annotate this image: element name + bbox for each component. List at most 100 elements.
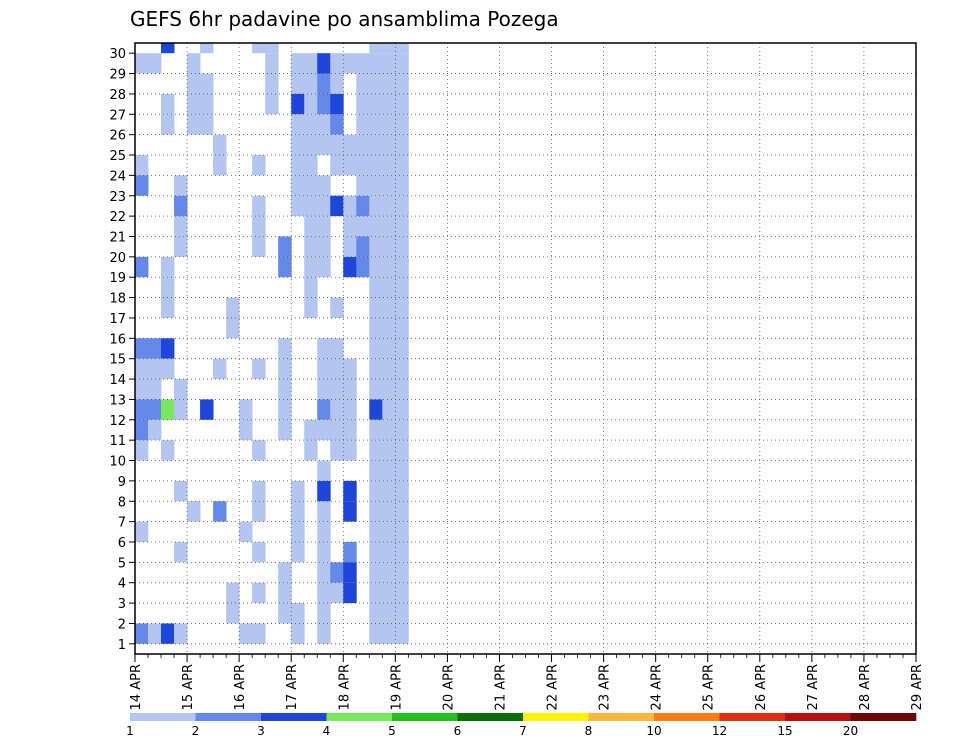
heatmap-cell bbox=[265, 93, 279, 115]
heatmap-cell bbox=[187, 501, 201, 522]
heatmap-cell bbox=[304, 73, 318, 94]
heatmap-cell bbox=[317, 623, 331, 644]
heatmap-cell bbox=[161, 358, 175, 380]
heatmap-cell bbox=[343, 216, 357, 237]
heatmap-cell bbox=[291, 603, 305, 624]
heatmap-cell bbox=[369, 338, 383, 359]
heatmap-cell bbox=[330, 155, 344, 176]
heatmap-cell bbox=[252, 440, 266, 461]
heatmap-cell bbox=[343, 236, 357, 257]
heatmap-cell bbox=[304, 93, 318, 115]
heatmap-cell bbox=[317, 379, 331, 400]
heatmap-cell bbox=[252, 216, 266, 237]
heatmap-cell bbox=[317, 338, 331, 359]
heatmap-cell bbox=[317, 541, 331, 563]
heatmap-cell bbox=[382, 155, 396, 176]
y-tick-label: 8 bbox=[118, 495, 126, 510]
heatmap-cell bbox=[369, 175, 383, 196]
heatmap-cell bbox=[382, 419, 396, 441]
heatmap-cell bbox=[278, 562, 292, 583]
x-tick-label: 26 APR bbox=[754, 664, 769, 710]
colorbar-label: 12 bbox=[712, 724, 727, 738]
heatmap-cells bbox=[135, 43, 409, 644]
heatmap-cell bbox=[291, 623, 305, 644]
heatmap-cell bbox=[395, 358, 409, 380]
heatmap-cell bbox=[382, 358, 396, 380]
heatmap-cell bbox=[369, 582, 383, 604]
heatmap-cell bbox=[174, 541, 188, 563]
heatmap-cell bbox=[317, 399, 331, 420]
heatmap-cell bbox=[395, 114, 409, 135]
heatmap-cell bbox=[382, 501, 396, 522]
y-tick-label: 15 bbox=[109, 353, 126, 368]
heatmap-cell bbox=[317, 460, 331, 481]
heatmap-cell bbox=[161, 623, 175, 644]
heatmap-cell bbox=[291, 501, 305, 522]
heatmap-cell bbox=[317, 419, 331, 441]
heatmap-cell bbox=[278, 419, 292, 441]
heatmap-cell bbox=[330, 297, 344, 318]
heatmap-cell bbox=[317, 175, 331, 196]
x-tick-label: 27 APR bbox=[806, 664, 821, 710]
colorbar-swatch bbox=[785, 713, 851, 721]
y-tick-label: 21 bbox=[109, 230, 126, 245]
heatmap-cell bbox=[304, 236, 318, 257]
heatmap-cell bbox=[330, 53, 344, 74]
y-tick-label: 29 bbox=[109, 68, 126, 83]
heatmap-cell bbox=[395, 216, 409, 237]
heatmap-cell bbox=[291, 541, 305, 563]
heatmap-cell bbox=[278, 236, 292, 257]
heatmap-cell bbox=[213, 155, 227, 176]
heatmap-cell bbox=[135, 419, 149, 441]
heatmap-cell bbox=[382, 114, 396, 135]
heatmap-cell bbox=[395, 53, 409, 74]
heatmap-cell bbox=[317, 73, 331, 94]
heatmap-cell bbox=[382, 277, 396, 298]
heatmap-cell bbox=[382, 338, 396, 359]
heatmap-cell bbox=[395, 460, 409, 481]
heatmap-cell bbox=[343, 379, 357, 400]
heatmap-cell bbox=[317, 93, 331, 115]
heatmap-cell bbox=[369, 53, 383, 74]
heatmap-cell bbox=[382, 623, 396, 644]
heatmap-cell bbox=[356, 175, 370, 196]
heatmap-cell bbox=[161, 297, 175, 318]
x-tick-label: 29 APR bbox=[910, 664, 925, 710]
heatmap-cell bbox=[369, 440, 383, 461]
heatmap-cell bbox=[395, 317, 409, 339]
heatmap-cell bbox=[317, 358, 331, 380]
heatmap-cell bbox=[291, 175, 305, 196]
heatmap-cell bbox=[395, 541, 409, 563]
heatmap-cell bbox=[356, 114, 370, 135]
chart-title: GEFS 6hr padavine po ansamblima Pozega bbox=[130, 7, 559, 31]
heatmap-cell bbox=[369, 134, 383, 156]
heatmap-cell bbox=[161, 399, 175, 420]
heatmap-cell bbox=[161, 256, 175, 278]
x-tick-label: 20 APR bbox=[441, 664, 456, 710]
heatmap-cell bbox=[278, 603, 292, 624]
heatmap-cell bbox=[369, 236, 383, 257]
heatmap-cell bbox=[343, 195, 357, 217]
heatmap-cell bbox=[330, 93, 344, 115]
heatmap-cell bbox=[226, 297, 240, 318]
y-tick-label: 2 bbox=[118, 617, 126, 632]
heatmap-cell bbox=[161, 93, 175, 115]
heatmap-cell bbox=[369, 73, 383, 94]
heatmap-cell bbox=[161, 43, 175, 54]
heatmap-cell bbox=[161, 114, 175, 135]
y-tick-label: 27 bbox=[109, 108, 126, 123]
colorbar-swatch bbox=[261, 713, 327, 721]
colorbar: 1 2 3 4 5 6 7 8 10 12 15 20 bbox=[126, 713, 917, 738]
heatmap-cell bbox=[369, 501, 383, 522]
heatmap-cell bbox=[174, 175, 188, 196]
heatmap-cell bbox=[135, 358, 149, 380]
heatmap-cell bbox=[291, 134, 305, 156]
heatmap-cell bbox=[252, 236, 266, 257]
colorbar-swatch bbox=[457, 713, 524, 721]
heatmap-cell bbox=[317, 562, 331, 583]
heatmap-cell bbox=[135, 53, 149, 74]
heatmap-cell bbox=[343, 562, 357, 583]
heatmap-cell bbox=[395, 43, 409, 54]
heatmap-cell bbox=[343, 440, 357, 461]
